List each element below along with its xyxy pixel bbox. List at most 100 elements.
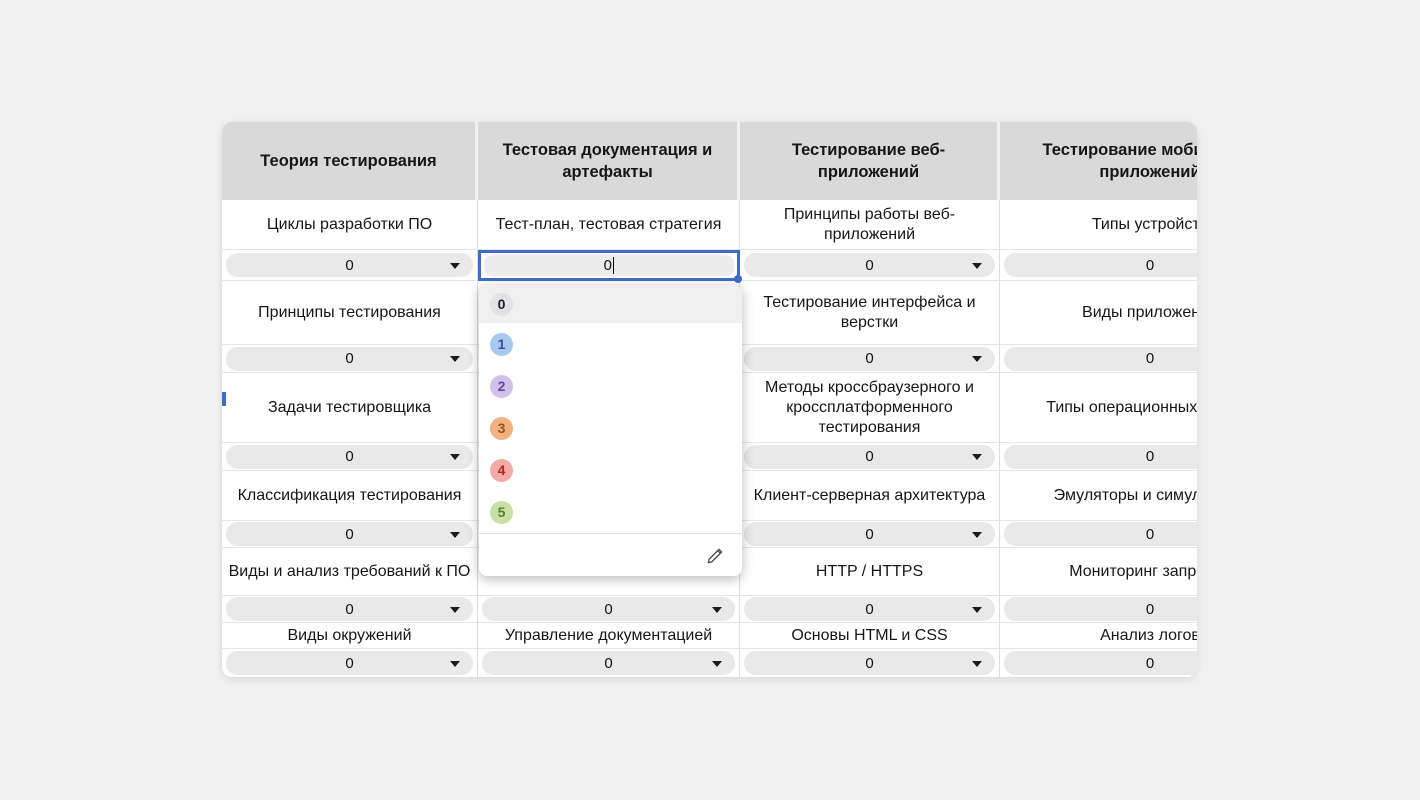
score-value: 0 — [1145, 448, 1155, 465]
column-header-mobile-testing[interactable]: Тестирование мобильных приложений — [1000, 122, 1197, 200]
score-dropdown-cell[interactable]: 0 — [222, 443, 478, 471]
chevron-down-icon — [712, 606, 722, 613]
topic-cell[interactable]: Управление документацией — [478, 623, 740, 649]
score-dropdown-cell[interactable]: 0 — [1000, 596, 1197, 623]
chevron-down-icon — [450, 356, 460, 362]
score-dropdown-cell[interactable]: 0 — [222, 345, 478, 373]
score-dropdown-cell[interactable]: 0 — [1000, 521, 1197, 548]
fill-handle[interactable] — [734, 275, 742, 283]
topic-cell[interactable]: Мониторинг запросов — [1000, 548, 1197, 596]
score-value: 0 — [345, 350, 354, 367]
score-dropdown-cell[interactable]: 0 — [222, 250, 478, 281]
score-dropdown-cell[interactable]: 0 — [1000, 443, 1197, 471]
score-value: 0 — [1145, 600, 1155, 618]
score-dropdown-cell[interactable]: 0 — [478, 596, 740, 623]
topic-cell[interactable]: Тест-план, тестовая стратегия — [478, 200, 740, 250]
chevron-down-icon — [450, 531, 460, 538]
score-value: 0 — [1145, 525, 1155, 543]
chevron-down-icon — [450, 262, 460, 269]
score-dropdown-cell[interactable]: 0 — [740, 443, 1000, 471]
score-value: 0 — [345, 256, 354, 274]
dropdown-option-5[interactable]: 5 — [479, 491, 742, 533]
topic-cell[interactable]: Циклы разработки ПО — [222, 200, 478, 250]
topic-cell[interactable]: Задачи тестировщика — [222, 373, 478, 443]
option-chip: 1 — [490, 332, 513, 356]
score-dropdown-cell[interactable]: 0 — [1000, 250, 1197, 281]
topic-cell[interactable]: Эмуляторы и симуляторы — [1000, 471, 1197, 521]
active-cell-editor[interactable]: 0 — [478, 250, 742, 283]
score-value: 0 — [345, 654, 354, 672]
score-value: 0 — [865, 350, 874, 367]
score-dropdown-cell[interactable]: 0 — [222, 649, 478, 677]
topic-cell[interactable]: Принципы тестирования — [222, 281, 478, 345]
chevron-down-icon — [972, 262, 982, 269]
chevron-down-icon — [972, 356, 982, 362]
topics-table: Теория тестирования Тестовая документаци… — [222, 122, 1197, 677]
score-dropdown-cell[interactable]: 0 — [740, 250, 1000, 281]
score-value: 0 — [604, 654, 613, 672]
pencil-icon — [707, 548, 723, 563]
column-header-testing-theory[interactable]: Теория тестирования — [222, 122, 478, 200]
spreadsheet-card: Теория тестирования Тестовая документаци… — [222, 122, 1197, 677]
chevron-down-icon — [450, 606, 460, 613]
option-chip: 2 — [490, 374, 513, 398]
topic-cell[interactable]: Типы операционных систем — [1000, 373, 1197, 443]
score-value: 0 — [865, 654, 874, 672]
column-header-web-testing[interactable]: Тестирование веб-приложений — [740, 122, 1000, 200]
score-value: 0 — [865, 448, 874, 465]
chevron-down-icon — [972, 660, 982, 667]
score-dropdown-cell[interactable]: 0 — [740, 345, 1000, 373]
dropdown-option-1[interactable]: 1 — [479, 323, 742, 365]
score-dropdown-cell[interactable]: 0 — [1000, 345, 1197, 373]
chevron-down-icon — [450, 454, 460, 460]
chevron-down-icon — [712, 660, 722, 667]
chevron-down-icon — [972, 454, 982, 460]
dropdown-option-3[interactable]: 3 — [479, 407, 742, 449]
score-value: 0 — [345, 600, 354, 618]
column-header-test-documentation[interactable]: Тестовая документация и артефакты — [478, 122, 740, 200]
topic-cell[interactable]: HTTP / HTTPS — [740, 548, 1000, 596]
option-chip: 3 — [490, 416, 513, 440]
score-value: 0 — [865, 256, 874, 274]
score-value: 0 — [604, 600, 613, 618]
score-value: 0 — [865, 600, 874, 618]
score-value: 0 — [1145, 654, 1155, 672]
edit-options-button[interactable] — [705, 545, 726, 566]
topic-cell[interactable]: Клиент-серверная архитектура — [740, 471, 1000, 521]
score-dropdown-cell[interactable]: 0 — [222, 521, 478, 548]
score-dropdown-cell[interactable]: 0 — [740, 649, 1000, 677]
score-value: 0 — [345, 525, 354, 543]
score-dropdown-cell[interactable]: 0 — [1000, 649, 1197, 677]
editor-value: 0 — [603, 257, 612, 274]
chevron-down-icon — [972, 531, 982, 538]
dropdown-options-popup: 0 1 2 3 4 5 — [479, 285, 742, 576]
score-dropdown-cell[interactable]: 0 — [740, 596, 1000, 623]
score-dropdown-cell[interactable]: 0 — [478, 649, 740, 677]
chevron-down-icon — [972, 606, 982, 613]
topic-cell[interactable]: Принципы работы веб-приложений — [740, 200, 1000, 250]
topic-cell[interactable]: Виды приложений — [1000, 281, 1197, 345]
score-value: 0 — [865, 525, 874, 543]
topic-cell[interactable]: Тестирование интерфейса и верстки — [740, 281, 1000, 345]
topic-cell[interactable]: Анализ логов — [1000, 623, 1197, 649]
score-value: 0 — [345, 448, 354, 465]
topic-cell[interactable]: Классификация тестирования — [222, 471, 478, 521]
topic-cell[interactable]: Типы устройств — [1000, 200, 1197, 250]
score-value: 0 — [1145, 350, 1155, 367]
score-dropdown-cell[interactable]: 0 — [222, 596, 478, 623]
dropdown-option-4[interactable]: 4 — [479, 449, 742, 491]
topic-cell[interactable]: Виды и анализ требований к ПО — [222, 548, 478, 596]
adjacent-selection-edge — [222, 392, 226, 406]
option-chip: 4 — [490, 458, 513, 482]
chevron-down-icon — [450, 660, 460, 667]
dropdown-option-0[interactable]: 0 — [479, 285, 742, 323]
option-chip: 5 — [490, 500, 513, 524]
dropdown-option-2[interactable]: 2 — [479, 365, 742, 407]
option-chip: 0 — [490, 292, 513, 316]
topic-cell[interactable]: Методы кроссбраузерного и кроссплатформе… — [740, 373, 1000, 443]
topic-cell[interactable]: Виды окружений — [222, 623, 478, 649]
dropdown-footer — [479, 533, 742, 576]
topic-cell[interactable]: Основы HTML и CSS — [740, 623, 1000, 649]
score-dropdown-cell[interactable]: 0 — [740, 521, 1000, 548]
